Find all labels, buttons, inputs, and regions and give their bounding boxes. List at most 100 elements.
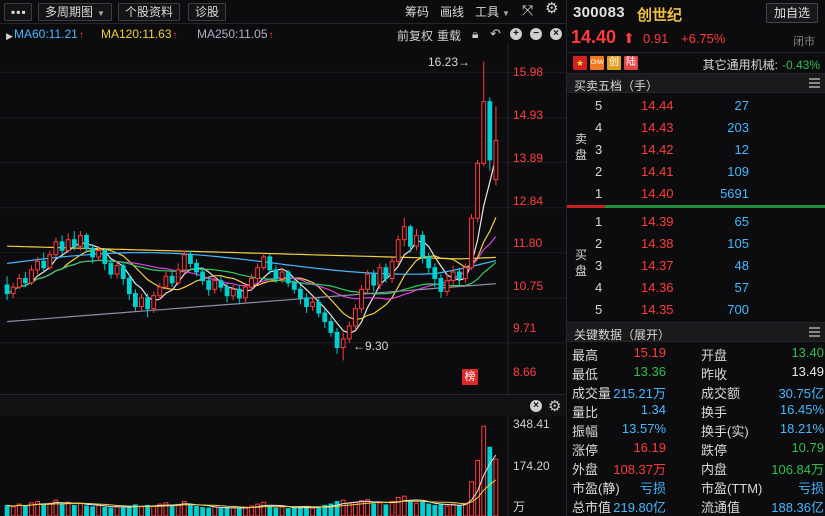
- quantity: 700: [727, 302, 749, 317]
- candle-body: [426, 256, 432, 269]
- close-icon[interactable]: ×: [550, 28, 562, 40]
- period-dropdown[interactable]: 多周期图 ▼: [38, 3, 112, 21]
- volume-bar: [108, 507, 114, 516]
- minus-icon[interactable]: −: [530, 28, 542, 40]
- ranking-badge[interactable]: 榜: [462, 369, 478, 385]
- keydata-header[interactable]: 关键数据（展开）: [567, 322, 825, 342]
- ma120-value: MA120:11.63↑: [101, 27, 178, 41]
- profile-button[interactable]: 个股资料: [118, 3, 181, 21]
- volume-bar: [426, 503, 432, 516]
- northbound-tag[interactable]: 陆: [624, 56, 638, 70]
- volume-bar: [41, 504, 47, 516]
- candle-body: [29, 269, 34, 284]
- price-tick: 11.80: [513, 236, 543, 250]
- candle-body: [469, 217, 474, 269]
- chevron-down-icon: ▼: [502, 9, 510, 18]
- sector-change[interactable]: 其它通用机械: -0.43%: [703, 56, 820, 73]
- candle-body: [145, 297, 150, 310]
- candle-body: [102, 250, 108, 264]
- volume-ma10-line: [7, 479, 497, 509]
- volume-bar: [316, 506, 322, 516]
- plus-icon[interactable]: +: [510, 28, 522, 40]
- volume-bar: [35, 501, 41, 516]
- volume-bar: [444, 505, 450, 516]
- ma-collapse-icon[interactable]: ▶: [6, 31, 13, 41]
- candle-body: [151, 295, 157, 310]
- keydata-label: 成交额: [701, 386, 741, 401]
- keydata-value: 13.49: [791, 364, 824, 379]
- volume-bar: [310, 507, 316, 516]
- sell-row-2[interactable]: 2 14.41 109: [567, 161, 825, 182]
- diagnose-button[interactable]: 诊股: [188, 3, 227, 21]
- tools-dropdown[interactable]: 工具 ▼: [475, 5, 510, 21]
- price-tick: 13.89: [513, 151, 544, 165]
- keydata-value: 106.84万: [771, 462, 824, 477]
- keydata-value: 13.36: [633, 364, 666, 379]
- level: 1: [595, 214, 603, 229]
- gear-icon[interactable]: ⚙: [548, 398, 562, 415]
- candle-body: [450, 271, 456, 282]
- price: 14.42: [641, 142, 674, 157]
- quantity: 5691: [720, 186, 749, 201]
- volume-bar: [194, 506, 199, 516]
- keydata-label: 内盘: [701, 462, 728, 477]
- candle-body: [71, 239, 77, 247]
- ma250-value: MA250:11.05↑: [197, 27, 274, 41]
- candle-body: [218, 280, 224, 288]
- volume-bar: [285, 508, 291, 516]
- candlestick-chart[interactable]: [0, 44, 566, 516]
- sell-row-4[interactable]: 4 14.43 203: [567, 117, 825, 138]
- chart-panel: ▪▪▪ 多周期图 ▼ 个股资料 诊股 筹码 画线 工具 ▼ ⤧ ⚙ ▶ MA60:1…: [0, 0, 566, 516]
- level: 1: [595, 186, 603, 201]
- sell-row-5[interactable]: 5 14.44 27: [567, 95, 825, 116]
- close-icon[interactable]: ×: [530, 400, 542, 412]
- menu-icon[interactable]: [809, 78, 820, 89]
- candle-body: [328, 321, 334, 333]
- overlay-toggle[interactable]: 重载: [437, 29, 462, 43]
- lock-icon[interactable]: 🔒︎: [472, 27, 479, 41]
- volume-bar: [420, 501, 426, 516]
- candle-body: [175, 269, 181, 284]
- more-dots-icon[interactable]: ▪▪▪: [4, 3, 32, 21]
- keydata-value: 13.40: [791, 345, 824, 360]
- gear-icon[interactable]: ⚙: [545, 0, 559, 17]
- chips-button[interactable]: 筹码: [405, 5, 430, 19]
- candle-body: [206, 280, 212, 290]
- menu-icon[interactable]: [809, 327, 820, 338]
- price-tick: 9.71: [513, 321, 537, 335]
- volume-bar: [230, 507, 236, 516]
- candle-body: [310, 301, 316, 308]
- expand-icon[interactable]: ⤧: [522, 2, 534, 18]
- orderbook-header[interactable]: 买卖五档（手）: [567, 73, 825, 93]
- sell-row-3[interactable]: 3 14.42 12: [567, 139, 825, 160]
- candle-body: [487, 101, 493, 161]
- quantity: 27: [734, 98, 749, 113]
- candle-body: [414, 234, 419, 247]
- candle-body: [243, 286, 248, 299]
- candle-body: [84, 234, 89, 249]
- buy-row-2[interactable]: 2 14.38 105: [567, 233, 825, 254]
- draw-line-button[interactable]: 画线: [440, 5, 465, 19]
- buy-row-1[interactable]: 1 14.39 65: [567, 211, 825, 232]
- volume-bar: [145, 504, 150, 516]
- candle-body: [181, 254, 187, 271]
- candle-body: [267, 256, 273, 271]
- sell-row-1[interactable]: 1 14.40 5691: [567, 183, 825, 204]
- undo-icon[interactable]: ↶: [490, 26, 501, 41]
- candle-body: [371, 273, 377, 286]
- buy-row-3[interactable]: 3 14.37 48: [567, 255, 825, 276]
- chinext-tag[interactable]: 创: [607, 56, 621, 70]
- chw-tag[interactable]: CHW: [590, 56, 604, 70]
- candle-body: [408, 226, 413, 247]
- keydata-row: 涨停 16.19 跌停 10.79: [567, 438, 825, 458]
- buy-row-4[interactable]: 4 14.36 57: [567, 277, 825, 298]
- keydata-value: 219.80亿: [613, 500, 666, 515]
- volume-header: × ⚙: [0, 394, 566, 416]
- candle-body: [340, 338, 346, 348]
- add-watchlist-button[interactable]: 加自选: [766, 3, 818, 23]
- keydata-value: 188.36亿: [771, 500, 824, 515]
- buy-row-5[interactable]: 5 14.35 700: [567, 299, 825, 320]
- candle-body: [236, 288, 242, 299]
- fq-toggle[interactable]: 前复权: [397, 29, 434, 43]
- keydata-label: 成交量: [572, 386, 612, 401]
